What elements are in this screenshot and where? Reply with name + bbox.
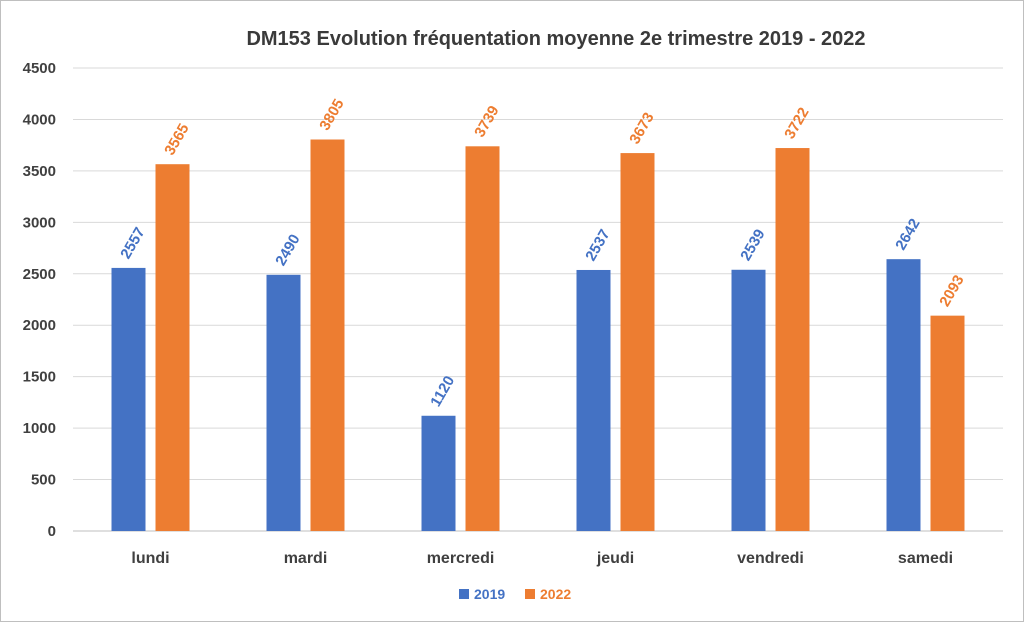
bar-2022-jeudi [620, 153, 655, 531]
legend-label: 2019 [474, 586, 505, 602]
data-label: 2490 [272, 231, 303, 268]
legend: 2019 2022 [459, 586, 571, 602]
data-label: 3722 [781, 105, 812, 142]
y-axis-ticks: 0 500 1000 1500 2000 2500 3000 3500 4000 4500 [23, 60, 56, 540]
x-category-label: samedi [898, 550, 953, 567]
bar-2022-lundi [155, 164, 190, 531]
y-tick-label: 3000 [23, 214, 56, 231]
data-label: 3565 [161, 121, 192, 158]
bar-2019-lundi [111, 267, 146, 531]
y-tick-label: 500 [31, 472, 56, 489]
bar-2022-samedi [930, 315, 965, 531]
data-label: 2557 [117, 225, 148, 262]
x-category-label: mercredi [427, 550, 495, 567]
x-category-label: vendredi [737, 550, 804, 567]
bar-2019-vendredi [731, 269, 766, 531]
x-category-label: jeudi [596, 550, 634, 567]
y-tick-label: 3500 [23, 163, 56, 180]
data-label: 1120 [427, 373, 458, 410]
y-tick-label: 2000 [23, 317, 56, 334]
data-label: 2537 [582, 227, 613, 264]
y-tick-label: 4500 [23, 60, 56, 77]
y-tick-label: 4000 [23, 111, 56, 128]
data-label: 3739 [471, 103, 502, 140]
legend-swatch [525, 589, 535, 599]
data-label: 3805 [316, 96, 347, 133]
bar-2019-samedi [886, 259, 921, 531]
bar-2022-mercredi [465, 146, 500, 531]
bar-2019-mardi [266, 274, 301, 531]
y-tick-label: 1000 [23, 420, 56, 437]
y-tick-label: 1500 [23, 369, 56, 386]
bar-2019-jeudi [576, 269, 611, 531]
gridlines [73, 67, 1003, 532]
legend-label: 2022 [540, 586, 571, 602]
data-label: 2539 [737, 226, 768, 263]
x-category-label: mardi [284, 550, 328, 567]
bars [111, 139, 965, 532]
data-label: 2093 [936, 272, 967, 309]
chart-title: DM153 Evolution fréquentation moyenne 2e… [246, 28, 865, 50]
y-tick-label: 0 [48, 523, 56, 540]
legend-swatch [459, 589, 469, 599]
bar-2022-mardi [310, 139, 345, 531]
data-label: 2642 [892, 216, 923, 253]
y-tick-label: 2500 [23, 266, 56, 283]
bar-2022-vendredi [775, 148, 810, 532]
bar-2019-mercredi [421, 415, 456, 531]
x-category-label: lundi [131, 550, 169, 567]
data-labels: 2557 3565 2490 3805 1120 3739 2537 3673 2539 3722… [117, 96, 967, 410]
x-axis-categories: lundi mardi mercredi jeudi vendredi samedi [131, 550, 953, 567]
data-label: 3673 [626, 110, 657, 147]
